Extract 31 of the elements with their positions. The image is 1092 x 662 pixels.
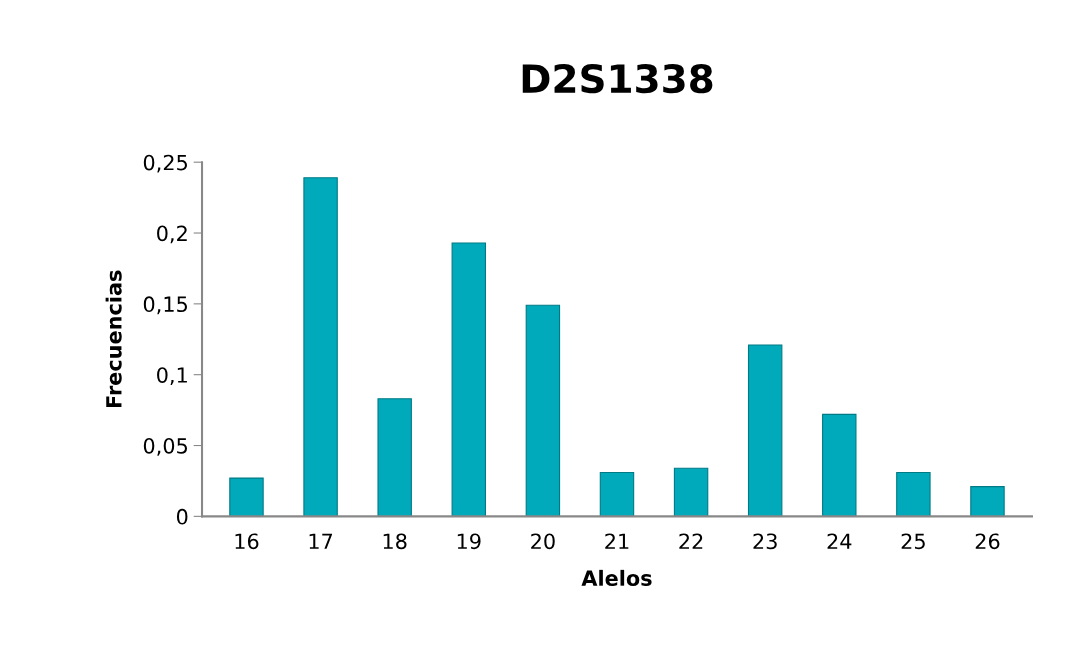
y-axis-title: Frecuencias	[105, 270, 122, 408]
x-tick-label: 26	[975, 533, 1000, 550]
y-tick-label: 0	[176, 508, 188, 525]
y-tick-label: 0,2	[157, 225, 187, 244]
x-tick-label: 20	[531, 533, 555, 550]
y-tick-label: 0,15	[143, 296, 188, 315]
bar	[970, 486, 1005, 517]
x-tick-label: 23	[753, 533, 777, 550]
bar	[451, 242, 487, 517]
bar	[673, 467, 709, 517]
x-tick-label: 16	[235, 533, 259, 550]
y-tick-label: 0,1	[157, 367, 187, 386]
x-tick-label: 18	[383, 533, 407, 550]
x-tick-label: 17	[309, 533, 333, 549]
y-tick-label: 0,05	[143, 437, 188, 456]
x-tick-label: 21	[605, 533, 629, 549]
bar	[599, 471, 635, 517]
bar	[229, 477, 264, 517]
bar	[896, 471, 931, 517]
y-tick-label: 0,25	[143, 154, 188, 173]
bar	[822, 413, 857, 517]
x-tick-label: 24	[827, 533, 852, 549]
chart-title: D2S1338	[522, 63, 713, 94]
x-tick-label: 19	[457, 533, 481, 550]
bar	[525, 304, 561, 517]
x-tick-label: 25	[901, 533, 925, 550]
x-tick-label: 22	[679, 533, 703, 549]
bar	[303, 177, 338, 517]
bar	[747, 344, 783, 517]
bar	[377, 398, 412, 517]
x-axis-title: Alelos	[581, 569, 652, 586]
